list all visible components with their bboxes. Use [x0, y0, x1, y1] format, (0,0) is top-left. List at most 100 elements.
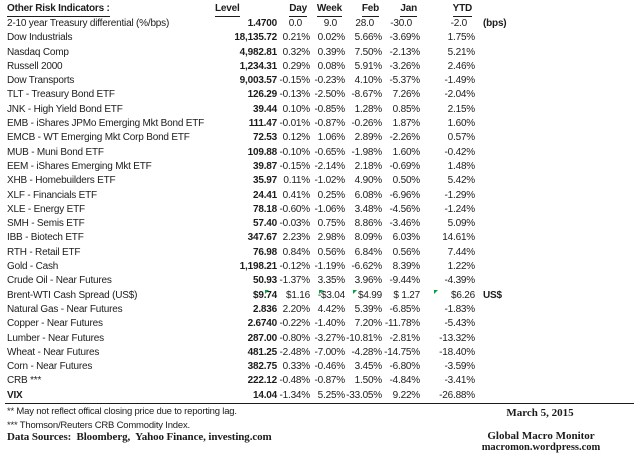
cell-jan: 0.50%	[392, 175, 421, 187]
cell-week: 0.75%	[317, 218, 346, 230]
table-row: SMH - Semis ETF 57.40 -0.03% 0.75% 8.86% -3.4…	[7, 217, 537, 231]
cell-jan: -3.46%	[389, 218, 421, 230]
cell-unit-suffix	[475, 88, 535, 102]
cell-level: 1,234.31	[239, 60, 278, 72]
cell-comment-marker-icon	[319, 289, 323, 294]
cell-level: 481.25	[247, 346, 278, 358]
cell-level: 39.87	[252, 160, 277, 172]
table-row: JNK - High Yield Bond ETF 39.44 0.10% -0.85…	[7, 103, 537, 117]
cell-unit-suffix	[475, 260, 535, 274]
cell-jan: -3.69%	[389, 32, 421, 44]
cell-unit-suffix	[475, 160, 535, 174]
cell-indicator-name: Wheat - Near Futures	[7, 346, 100, 358]
cell-ytd: -13.32%	[439, 332, 475, 344]
cell-jan: -6.96%	[389, 189, 421, 201]
cell-jan: 0.85%	[392, 103, 421, 115]
cell-day: -0.10%	[279, 146, 311, 158]
cell-ytd: -3.59%	[444, 361, 476, 373]
cell-week: -1.19%	[314, 261, 346, 273]
cell-level: 24.41	[252, 189, 277, 201]
footnote-crb-index: *** Thomson/Reuters CRB Commodity Index.	[7, 420, 190, 431]
report-date: March 5, 2015	[506, 407, 574, 419]
cell-indicator-name: Copper - Near Futures	[7, 318, 103, 330]
cell-day: 0.29%	[282, 60, 311, 72]
cell-week: -1.40%	[314, 318, 346, 330]
cell-level: 111.47	[248, 118, 277, 130]
table-row: Copper - Near Futures 2.6740 -0.22% -1.40% 7…	[7, 317, 537, 331]
cell-day: -0.15%	[279, 75, 311, 87]
cell-indicator-name: Dow Industrials	[7, 32, 73, 44]
table-row: RTH - Retail ETF 76.98 0.84% 0.56% 6.84% 0.56…	[7, 246, 537, 260]
cell-comment-marker-icon	[434, 289, 438, 294]
cell-indicator-name: RTH - Retail ETF	[7, 246, 81, 258]
cell-jan: -6.85%	[389, 303, 421, 315]
cell-unit-suffix	[475, 203, 535, 217]
cell-ytd: 7.44%	[447, 246, 476, 258]
cell-level: 1.4700	[247, 18, 278, 29]
cell-day: -0.22%	[279, 318, 311, 330]
risk-indicators-table: Other Risk Indicators : Level Day Week Feb Ja…	[7, 2, 537, 403]
cell-ytd: -1.24%	[444, 203, 476, 215]
cell-level: 382.75	[247, 361, 278, 373]
cell-day: 2.20%	[282, 303, 311, 315]
table-row: Nasdaq Comp 4,982.81 0.32% 0.39% 7.50% -2.13%…	[7, 46, 537, 60]
cell-indicator-name: IBB - Biotech ETF	[7, 232, 84, 244]
cell-unit-suffix	[475, 189, 535, 203]
cell-indicator-name: Dow Transports	[7, 75, 75, 87]
cell-indicator-name: SMH - Semis ETF	[7, 218, 85, 230]
cell-ytd: -2.04%	[444, 89, 476, 101]
cell-indicator-name: Nasdaq Comp	[7, 46, 69, 58]
cell-unit-suffix	[475, 332, 535, 346]
cell-feb: 2.18%	[354, 160, 383, 172]
cell-day: 0.0	[288, 18, 303, 29]
cell-week: 9.0	[323, 18, 338, 29]
cell-indicator-name: Russell 2000	[7, 60, 63, 72]
cell-week: -2.14%	[314, 160, 346, 172]
cell-indicator-name: Brent-WTI Cash Spread (US$)	[7, 289, 138, 301]
table-row: Brent-WTI Cash Spread (US$) $9.74 $1.16 -$3…	[7, 289, 537, 303]
cell-feb: -8.67%	[351, 89, 383, 101]
cell-level: 2.836	[252, 303, 277, 315]
table-row: EMB - iShares JPMo Emerging Mkt Bond ETF…	[7, 117, 537, 131]
cell-day: -1.37%	[279, 275, 311, 287]
cell-week: -$3.04	[317, 289, 345, 301]
table-row: 2-10 year Treasury differential (%/bps) 1…	[7, 17, 537, 31]
cell-week: 0.39%	[317, 46, 346, 58]
cell-jan: 1.87%	[392, 118, 421, 130]
cell-jan: -4.84%	[389, 375, 421, 387]
cell-level: 9,003.57	[239, 75, 278, 87]
table-row: EMCB - WT Emerging Mkt Corp Bond ETF 72.5…	[7, 131, 537, 145]
cell-ytd: 2.46%	[447, 60, 476, 72]
cell-level: 57.40	[252, 218, 277, 230]
table-bottom-rule	[5, 403, 634, 404]
cell-day: -0.60%	[279, 203, 311, 215]
cell-level: 18,135.72	[234, 32, 277, 44]
table-row: TLT - Treasury Bond ETF 126.29 -0.13% -2.50…	[7, 88, 537, 102]
cell-feb: 5.91%	[354, 60, 383, 72]
cell-level: 347.67	[247, 232, 278, 244]
cell-ytd: 1.75%	[447, 32, 476, 44]
cell-jan: -2.26%	[389, 132, 421, 144]
cell-ytd: 14.61%	[442, 232, 475, 244]
cell-day: -1.34%	[279, 389, 311, 401]
cell-indicator-name: Gold - Cash	[7, 261, 59, 273]
cell-jan: 8.39%	[392, 261, 421, 273]
cell-day: -0.01%	[279, 118, 311, 130]
cell-ytd: 2.15%	[447, 103, 476, 115]
table-row: Dow Transports 9,003.57 -0.15% -0.23% 4.10% -…	[7, 74, 537, 88]
cell-week: -3.27%	[314, 332, 346, 344]
cell-ytd: 1.22%	[447, 261, 476, 273]
cell-feb: 3.45%	[354, 361, 383, 373]
column-header-spacer	[475, 2, 535, 17]
cell-feb: 1.50%	[354, 375, 383, 387]
cell-ytd: 1.48%	[447, 160, 476, 172]
cell-indicator-name: 2-10 year Treasury differential (%/bps)	[7, 18, 170, 29]
cell-jan: -0.69%	[389, 160, 421, 172]
cell-feb: 7.20%	[354, 318, 383, 330]
cell-day: 0.41%	[282, 189, 311, 201]
cell-feb: 4.90%	[354, 175, 383, 187]
table-row: EEM - iShares Emerging Mkt ETF 39.87 -0.15…	[7, 160, 537, 174]
cell-week: 0.25%	[317, 189, 346, 201]
cell-day: -0.03%	[279, 218, 311, 230]
cell-indicator-name: EMCB - WT Emerging Mkt Corp Bond ETF	[7, 132, 190, 144]
